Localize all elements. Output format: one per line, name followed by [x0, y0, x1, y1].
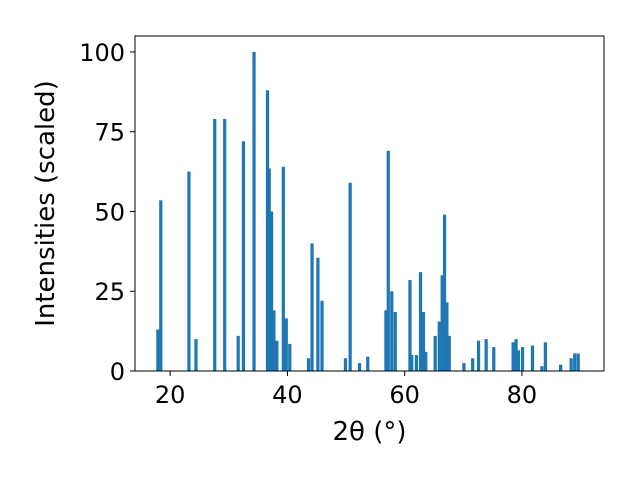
bar [252, 51, 256, 371]
x-tick-label: 20 [155, 381, 186, 409]
bar [514, 339, 518, 371]
bar [272, 310, 276, 371]
x-tick-label: 80 [507, 381, 538, 409]
bar [516, 350, 521, 371]
bar [410, 355, 414, 371]
bar [433, 335, 437, 371]
bar [284, 318, 288, 371]
bar [445, 302, 449, 371]
bar [559, 364, 563, 371]
bar [476, 340, 481, 371]
bar [573, 353, 577, 371]
bar [543, 342, 547, 371]
bar [386, 150, 390, 371]
bar [418, 272, 423, 371]
bar [187, 171, 191, 371]
x-axis-ticks: 20 40 60 80 [155, 371, 537, 409]
bar [159, 200, 163, 371]
bar [213, 118, 217, 371]
bar [511, 342, 515, 371]
bar [265, 90, 270, 372]
bar [288, 343, 292, 371]
bar [306, 358, 311, 371]
bar [348, 182, 352, 371]
bar [310, 243, 314, 371]
bar [540, 366, 544, 371]
plot-frame [134, 35, 605, 372]
bar [275, 340, 279, 371]
bar [241, 141, 246, 371]
bar [569, 358, 573, 371]
bars-group [156, 51, 580, 372]
y-tick-label: 0 [110, 358, 125, 386]
bar [440, 275, 444, 371]
y-axis-ticks: 0 25 50 75 100 [79, 39, 135, 386]
bar [530, 345, 535, 371]
bar [408, 280, 412, 371]
bar [357, 363, 362, 371]
bar [520, 347, 525, 371]
bar [442, 214, 447, 371]
bar [343, 358, 348, 371]
bar [393, 311, 397, 371]
bar [421, 311, 426, 371]
bar [471, 358, 475, 371]
y-axis-label: Intensities (scaled) [31, 80, 61, 327]
bar [462, 363, 466, 371]
bar [384, 310, 388, 371]
bar [281, 166, 285, 371]
bar [320, 300, 324, 371]
bar [156, 329, 160, 371]
bar [194, 339, 198, 371]
bar [236, 335, 240, 371]
bar [366, 356, 370, 371]
bar [424, 351, 428, 371]
bar [576, 353, 580, 371]
bar [414, 355, 419, 371]
bar [484, 339, 488, 371]
bar [267, 168, 271, 371]
x-tick-label: 40 [272, 381, 303, 409]
bar [447, 335, 451, 371]
bar [437, 321, 441, 371]
bar [316, 257, 320, 371]
bar [390, 291, 394, 371]
x-axis-label: 2θ (°) [332, 417, 406, 447]
y-tick-label: 100 [79, 39, 125, 67]
y-tick-label: 25 [94, 278, 125, 306]
bar [223, 118, 227, 371]
x-tick-label: 60 [389, 381, 420, 409]
y-tick-label: 50 [94, 198, 125, 226]
bar [492, 347, 496, 371]
y-tick-label: 75 [94, 119, 125, 147]
bar [269, 211, 274, 371]
